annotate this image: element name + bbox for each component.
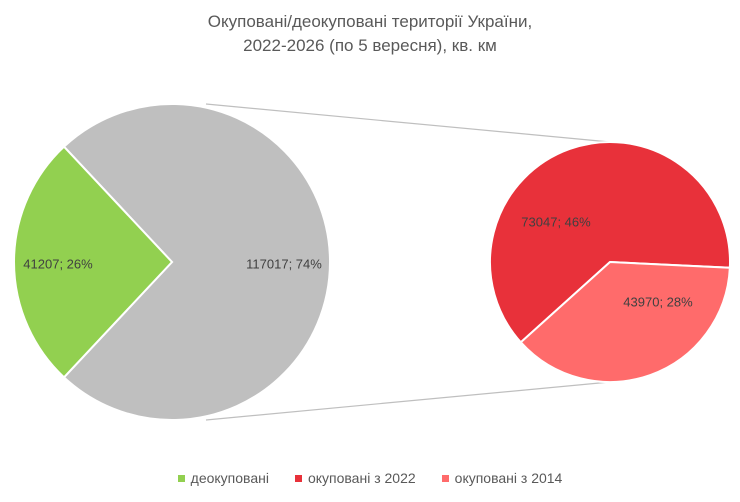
chart-title: Окуповані/деокуповані території України,…: [0, 10, 740, 58]
legend-label-deoccupied: деокуповані: [190, 470, 269, 486]
legend-label-occupied-2022: окуповані з 2022: [307, 470, 416, 486]
data-label-occupied-2014: 43970; 28%: [623, 295, 693, 310]
data-label-occupied-total: 117017; 74%: [246, 257, 322, 272]
legend-item-deoccupied: деокуповані: [177, 470, 269, 486]
connector-line-bottom: [205, 381, 611, 421]
legend-swatch-occupied-2022: [294, 474, 302, 482]
connector-line-top: [205, 103, 611, 143]
legend-swatch-occupied-2014: [441, 474, 449, 482]
pie-slice-occupied-2014: [519, 260, 731, 383]
legend-label-occupied-2014: окуповані з 2014: [454, 470, 563, 486]
data-label-deoccupied: 41207; 26%: [23, 257, 93, 272]
chart-legend: деокуповані окуповані з 2022 окуповані з…: [0, 470, 740, 486]
legend-item-occupied-2022: окуповані з 2022: [294, 470, 416, 486]
chart-title-line-2: 2022-2026 (по 5 вересня), кв. км: [243, 36, 497, 55]
pie-slice-deoccupied: [13, 145, 174, 379]
pie-slice-occupied-2022: [489, 141, 731, 344]
legend-swatch-deoccupied: [177, 474, 185, 482]
pie-slice-occupied-total: [62, 103, 331, 421]
legend-item-occupied-2014: окуповані з 2014: [441, 470, 563, 486]
data-label-occupied-2022: 73047; 46%: [521, 215, 591, 230]
chart-title-line-1: Окуповані/деокуповані території України,: [207, 12, 533, 31]
